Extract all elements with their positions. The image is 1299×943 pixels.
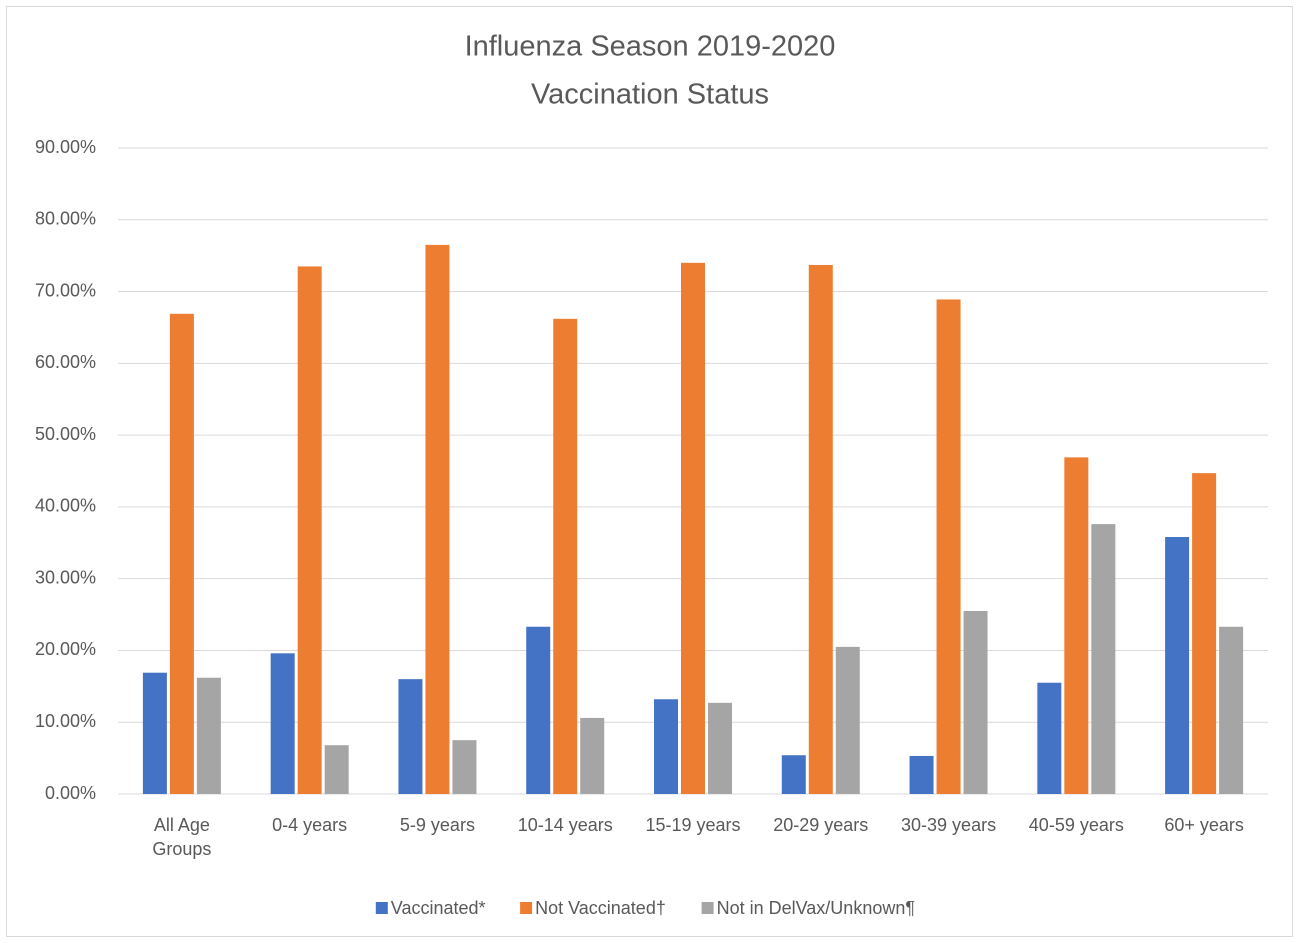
x-tick-label: 5-9 years: [399, 815, 475, 835]
y-tick-label: 10.00%: [35, 711, 96, 731]
bar: [1165, 537, 1190, 794]
x-tick-label: 20-29 years: [773, 815, 869, 835]
bar: [270, 653, 295, 794]
bar: [936, 299, 961, 794]
x-tick-label: 60+ years: [1164, 815, 1244, 835]
bar: [324, 745, 349, 794]
x-tick-label: 15-19 years: [645, 815, 741, 835]
legend-swatch: [375, 902, 388, 914]
chart-subtitle: Vaccination Status: [531, 79, 769, 111]
x-tick-label: 10-14 years: [517, 815, 613, 835]
bar: [1192, 473, 1217, 794]
bar: [835, 646, 860, 794]
x-tick-label: 0-4 years: [272, 815, 348, 835]
y-tick-label: 20.00%: [35, 639, 96, 659]
legend-label: Not in DelVax/Unknown¶: [717, 898, 915, 918]
bar: [425, 244, 450, 794]
bar: [781, 755, 806, 794]
bar: [196, 677, 221, 794]
y-tick-label: 80.00%: [35, 209, 96, 229]
bar: [398, 679, 423, 794]
x-tick-label: 30-39 years: [901, 815, 997, 835]
bar: [142, 672, 167, 794]
chart-border: [6, 6, 1293, 937]
legend-swatch: [520, 902, 533, 914]
bar: [1219, 626, 1244, 794]
bar: [1091, 524, 1116, 794]
bar: [808, 264, 833, 794]
y-tick-label: 90.00%: [35, 137, 96, 157]
bar: [909, 755, 934, 794]
legend-label: Vaccinated*: [391, 898, 486, 918]
y-tick-label: 30.00%: [35, 567, 96, 587]
bar: [1037, 682, 1062, 794]
bar: [963, 610, 988, 794]
bar: [681, 262, 705, 794]
bar: [297, 266, 322, 794]
y-tick-label: 40.00%: [35, 496, 96, 516]
y-tick-label: 70.00%: [35, 280, 96, 300]
legend-label: Not Vaccinated†: [535, 898, 666, 918]
bar: [1064, 457, 1089, 794]
bar: [452, 740, 477, 794]
bar: [526, 626, 551, 794]
x-tick-label: 40-59 years: [1028, 815, 1124, 835]
bar: [169, 313, 194, 794]
bar: [654, 699, 678, 794]
bar: [580, 717, 605, 794]
bar: [708, 702, 732, 794]
y-tick-label: 0.00%: [45, 783, 96, 803]
y-tick-label: 50.00%: [35, 424, 96, 444]
chart-title: Influenza Season 2019-2020: [465, 31, 836, 63]
y-tick-label: 60.00%: [35, 352, 96, 372]
x-tick-label: All Age Groups: [152, 815, 212, 859]
bar: [553, 318, 578, 794]
legend-swatch: [701, 902, 714, 914]
